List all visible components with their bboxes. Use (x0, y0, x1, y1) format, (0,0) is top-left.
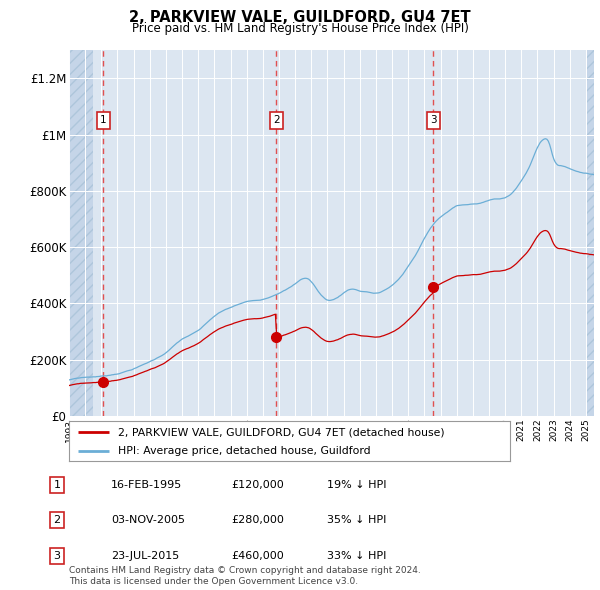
Text: 3: 3 (430, 116, 437, 126)
Text: 16-FEB-1995: 16-FEB-1995 (111, 480, 182, 490)
Text: Contains HM Land Registry data © Crown copyright and database right 2024.: Contains HM Land Registry data © Crown c… (69, 566, 421, 575)
Text: 1: 1 (100, 116, 107, 126)
Text: 19% ↓ HPI: 19% ↓ HPI (327, 480, 386, 490)
Text: HPI: Average price, detached house, Guildford: HPI: Average price, detached house, Guil… (118, 445, 370, 455)
Bar (586, 50, 594, 416)
Text: 2: 2 (53, 516, 61, 525)
Text: Price paid vs. HM Land Registry's House Price Index (HPI): Price paid vs. HM Land Registry's House … (131, 22, 469, 35)
Text: 33% ↓ HPI: 33% ↓ HPI (327, 551, 386, 560)
Text: 3: 3 (53, 551, 61, 560)
Text: This data is licensed under the Open Government Licence v3.0.: This data is licensed under the Open Gov… (69, 576, 358, 586)
Text: 2: 2 (273, 116, 280, 126)
Text: £460,000: £460,000 (231, 551, 284, 560)
Bar (69, 50, 93, 416)
Text: 35% ↓ HPI: 35% ↓ HPI (327, 516, 386, 525)
Text: 23-JUL-2015: 23-JUL-2015 (111, 551, 179, 560)
Text: 1: 1 (53, 480, 61, 490)
Text: £280,000: £280,000 (231, 516, 284, 525)
Text: £120,000: £120,000 (231, 480, 284, 490)
Text: 2, PARKVIEW VALE, GUILDFORD, GU4 7ET: 2, PARKVIEW VALE, GUILDFORD, GU4 7ET (129, 10, 471, 25)
Text: 03-NOV-2005: 03-NOV-2005 (111, 516, 185, 525)
Bar (93, 50, 586, 416)
Text: 2, PARKVIEW VALE, GUILDFORD, GU4 7ET (detached house): 2, PARKVIEW VALE, GUILDFORD, GU4 7ET (de… (118, 427, 444, 437)
